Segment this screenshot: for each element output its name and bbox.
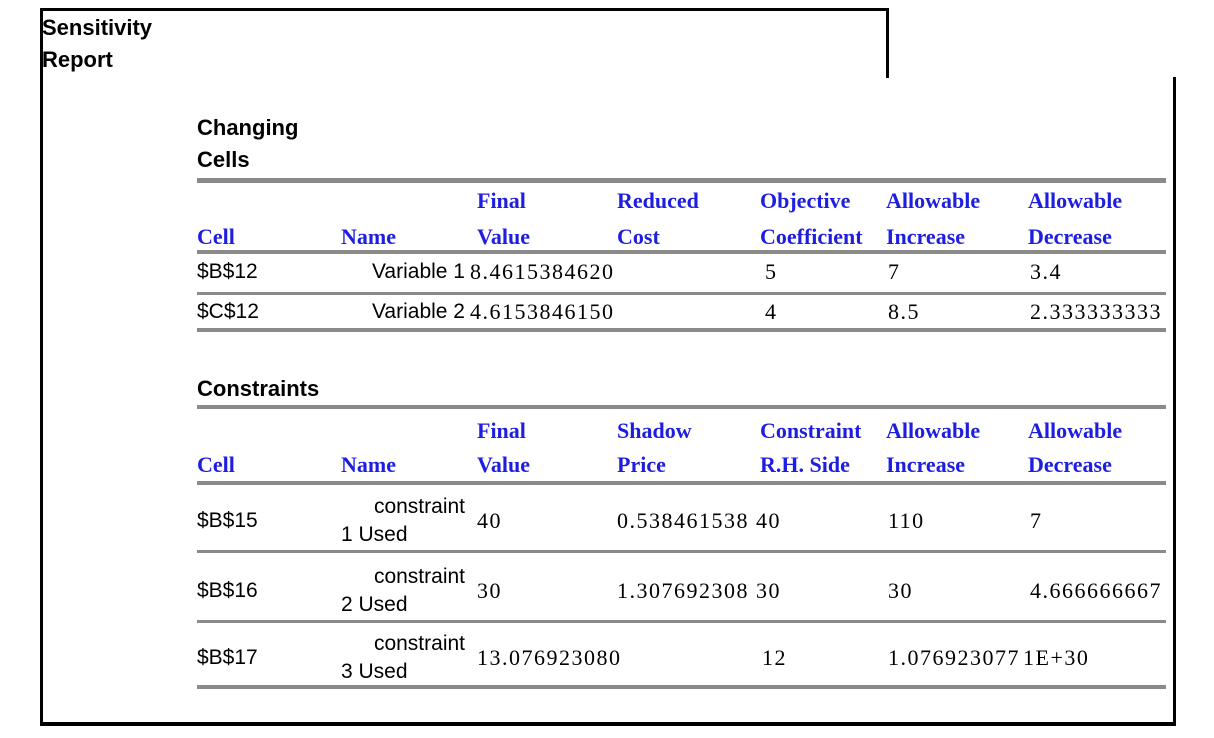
section-title-constraints: Constraints [197, 376, 320, 401]
constraints-header-name: Name [341, 452, 396, 477]
changing-header-name: Name [341, 224, 396, 249]
constraints-row-3-allowable-decrease: 1E+30 [1023, 645, 1090, 670]
changing-row-1-cell-ref: $B$12 [197, 260, 258, 283]
changing-row-1-name: Variable 1 [371, 260, 465, 283]
constraints-row-3-increase-and-decrease: 1.076923077 1E+30 [888, 645, 1089, 671]
constraints-header-shadow: Shadow [617, 418, 692, 443]
changing-row-1-allowable-increase: 7 [888, 259, 901, 284]
constraints-header-bottom-rule [197, 481, 1166, 485]
changing-row-2-allowable-increase: 8.5 [888, 299, 920, 324]
changing-row-1-objective-coefficient: 5 [765, 259, 778, 284]
constraints-row-1-allowable-increase: 110 [888, 508, 925, 533]
constraints-header-increase: Increase [886, 452, 966, 477]
constraints-row-1-shadow-and-rhs: 0.538461538 40 [617, 508, 781, 534]
constraints-row-2-rhs: 30 [756, 578, 781, 603]
constraints-table-bottom-rule [197, 685, 1166, 689]
changing-header-allowable-dec: Allowable [1028, 188, 1123, 213]
changing-row-2-allowable-decrease: 2.333333333 [1030, 299, 1162, 324]
changing-table-bottom-rule [197, 328, 1166, 332]
changing-row-1-final-and-reduced: 8.4615384620 [470, 259, 615, 285]
constraints-row-separator-2 [197, 620, 1166, 623]
changing-row-2-cell-ref: $C$12 [197, 300, 259, 323]
constraints-row-3-final-value: 13.07692308 [477, 645, 609, 670]
constraints-header-rhs: R.H. Side [760, 452, 850, 477]
changing-header-reduced: Reduced [617, 188, 699, 213]
constraints-row-2-shadow-and-rhs: 1.307692308 30 [617, 578, 781, 604]
changing-row-separator [197, 292, 1166, 295]
constraints-header-cell: Cell [197, 452, 235, 477]
constraints-header-decrease: Decrease [1028, 452, 1112, 477]
constraints-header-final: Final [477, 418, 526, 443]
changing-row-2-final-and-reduced: 4.6153846150 [470, 299, 615, 325]
constraints-header-value: Value [477, 452, 530, 477]
constraints-header-allowable-inc: Allowable [886, 418, 981, 443]
constraints-row-2-name-line-2: 2 Used [341, 593, 408, 616]
changing-header-coefficient: Coefficient [760, 224, 863, 249]
constraints-row-1-allowable-decrease: 7 [1030, 508, 1043, 533]
changing-header-bottom-rule [197, 250, 1166, 254]
constraints-row-1-name-line-2: 1 Used [341, 523, 408, 546]
changing-header-final: Final [477, 188, 526, 213]
changing-row-2-name: Variable 2 [371, 300, 465, 323]
constraints-row-3-name-line-1: constraint [373, 632, 465, 655]
changing-row-2-final-value: 4.615384615 [470, 299, 602, 324]
section-title-changing-cells-line-1: Changing [197, 115, 299, 140]
constraints-row-3-shadow-price: 0 [609, 645, 622, 670]
changing-row-2-objective-coefficient: 4 [765, 299, 778, 324]
constraints-row-3-allowable-increase: 1.076923077 [888, 645, 1020, 670]
border-right [1173, 77, 1176, 726]
constraints-table-top-rule [197, 405, 1166, 409]
constraints-row-1-shadow-price: 0.538461538 [617, 508, 749, 533]
constraints-row-1-name-line-1: constraint [373, 495, 465, 518]
constraints-row-1-cell-ref: $B$15 [197, 509, 258, 532]
constraints-row-3-final-and-shadow: 13.076923080 [477, 645, 622, 671]
changing-header-increase: Increase [886, 224, 966, 249]
changing-row-2-reduced-cost: 0 [602, 299, 615, 324]
constraints-row-3-cell-ref: $B$17 [197, 646, 258, 669]
constraints-row-2-cell-ref: $B$16 [197, 579, 258, 602]
border-top [40, 8, 889, 11]
constraints-row-2-allowable-decrease: 4.666666667 [1030, 578, 1162, 603]
changing-row-1-allowable-decrease: 3.4 [1030, 259, 1062, 284]
constraints-header-allowable-dec: Allowable [1028, 418, 1123, 443]
changing-header-value: Value [477, 224, 530, 249]
constraints-row-separator-1 [197, 550, 1166, 553]
constraints-header-constraint: Constraint [760, 418, 862, 443]
constraints-row-2-name-line-1: constraint [373, 565, 465, 588]
changing-row-1-reduced-cost: 0 [602, 259, 615, 284]
changing-row-1-final-value: 8.461538462 [470, 259, 602, 284]
changing-header-objective: Objective [760, 188, 851, 213]
border-left [40, 8, 43, 726]
constraints-row-3-rhs: 12 [762, 645, 787, 670]
constraints-row-1-final-value: 40 [477, 508, 502, 533]
report-title-line-1: Sensitivity [42, 15, 153, 40]
constraints-row-2-allowable-increase: 30 [888, 578, 913, 603]
constraints-row-2-final-value: 30 [477, 578, 502, 603]
report-title-line-2: Report [42, 47, 113, 72]
constraints-row-3-name-line-2: 3 Used [341, 660, 408, 683]
constraints-header-price: Price [617, 452, 666, 477]
changing-header-decrease: Decrease [1028, 224, 1112, 249]
changing-table-top-rule [197, 178, 1166, 183]
constraints-row-2-shadow-price: 1.307692308 [617, 578, 749, 603]
constraints-row-1-rhs: 40 [756, 508, 781, 533]
changing-header-cell: Cell [197, 224, 235, 249]
changing-header-cost: Cost [617, 224, 660, 249]
changing-header-allowable-inc: Allowable [886, 188, 981, 213]
border-step-vertical [886, 8, 889, 78]
border-bottom [40, 722, 1176, 726]
section-title-changing-cells-line-2: Cells [197, 147, 250, 172]
